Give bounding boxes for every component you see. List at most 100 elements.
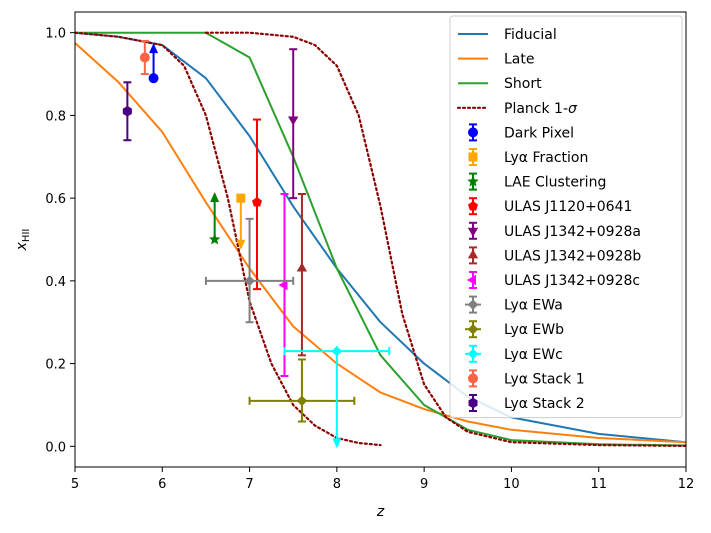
marker-circle — [148, 73, 159, 84]
plot-frame — [74, 11, 687, 468]
legend-marker-circle — [468, 373, 478, 384]
data-point-ulas-j1120-0641 — [252, 118, 262, 291]
legend-label: ULAS J1342+0928b — [504, 248, 641, 264]
legend-entry-late: Late — [458, 52, 534, 68]
legend-label: Late — [504, 52, 534, 68]
legend-entry-ly-fraction: Lyα Fraction — [468, 148, 588, 166]
legend: Fiducial Late Short Planck 1-σ Dark Pixel Lyα… — [449, 15, 683, 419]
legend-marker-triangle-up — [467, 249, 479, 259]
legend-label: Lyα EWa — [504, 298, 563, 314]
legend-marker-circle — [468, 127, 478, 138]
marker-hexagon — [122, 106, 132, 117]
legend-entry-ulas-j1342-0928c: ULAS J1342+0928c — [467, 271, 640, 289]
legend-label: Lyα Stack 1 — [504, 371, 585, 387]
arrow-down-icon — [236, 239, 246, 250]
legend-marker-pentagon — [468, 201, 478, 211]
legend-entry-ly-ewb: Lyα EWb — [465, 320, 564, 339]
x-tick-label: 10 — [503, 477, 520, 492]
data-point-ly-ewa — [204, 217, 295, 324]
marker-circle — [139, 52, 150, 63]
legend-label: Planck 1-σ — [504, 101, 578, 117]
legend-entry-ly-ewc: Lyα EWc — [465, 344, 563, 363]
legend-label: Lyα Stack 2 — [504, 396, 585, 412]
marker-star — [209, 233, 221, 245]
data-point-lae-clustering — [209, 192, 221, 245]
x-tick-label: 5 — [71, 477, 79, 492]
legend-label: Lyα Fraction — [504, 150, 588, 166]
x-tick-label: 7 — [245, 477, 253, 492]
legend-entry-dark-pixel: Dark Pixel — [468, 123, 574, 142]
y-tick-label: 0.2 — [45, 358, 66, 373]
legend-entry-ulas-j1120-0641: ULAS J1120+0641 — [468, 197, 632, 216]
x-tick-label: 12 — [678, 477, 695, 492]
legend-entry-ly-stack-1: Lyα Stack 1 — [468, 369, 585, 388]
data-point-ly-stack-1 — [139, 39, 150, 76]
series-line-planck-1-upper — [204, 31, 686, 447]
legend-marker-diamond — [467, 324, 479, 335]
legend-entry-planck-1: Planck 1-σ — [456, 101, 578, 117]
legend-marker-diamond — [467, 348, 479, 360]
data-point-ly-ewb — [248, 358, 356, 423]
marker-diamond — [296, 395, 308, 407]
legend-label-main: Planck 1- — [504, 101, 568, 117]
marker-diamond — [331, 345, 343, 357]
series-line-planck-1 — [75, 31, 382, 447]
series-line-short — [75, 31, 686, 447]
legend-entry-ulas-j1342-0928a: ULAS J1342+0928a — [467, 221, 641, 240]
data-point-ly-ewc — [283, 345, 391, 449]
y-tick-label: 0.0 — [45, 440, 66, 455]
observation-points — [122, 39, 391, 449]
marker-diamond — [244, 275, 255, 287]
data-point-dark-pixel — [148, 43, 159, 84]
legend-label: Dark Pixel — [504, 125, 574, 141]
legend-label: ULAS J1120+0641 — [504, 199, 632, 215]
y-tick-label: 0.6 — [45, 192, 66, 207]
legend-marker-triangle-down — [467, 227, 479, 237]
legend-marker-star — [467, 175, 479, 187]
x-axis-label: z — [376, 504, 385, 520]
y-tick-label: 0.4 — [45, 275, 66, 290]
marker-pentagon — [252, 197, 262, 207]
arrow-up-icon — [149, 43, 159, 54]
y-axis-label-main: x — [14, 241, 30, 251]
data-point-ulas-j1342-0928b — [296, 193, 308, 357]
legend-entry-ly-stack-2: Lyα Stack 2 — [468, 394, 585, 412]
arrow-up-icon — [210, 192, 220, 202]
legend-entry-fiducial: Fiducial — [458, 27, 557, 43]
legend-marker-hexagon — [468, 397, 478, 409]
legend-marker-diamond — [467, 299, 479, 310]
legend-entry-short: Short — [458, 76, 542, 92]
legend-label: Fiducial — [504, 27, 557, 43]
legend-entry-ulas-j1342-0928b: ULAS J1342+0928b — [467, 246, 641, 265]
x-tick-label: 11 — [590, 477, 607, 492]
data-point-ulas-j1342-0928a — [288, 48, 299, 200]
legend-entry-lae-clustering: LAE Clustering — [467, 172, 606, 191]
x-tick-label: 8 — [333, 477, 341, 492]
data-point-ly-stack-2 — [122, 81, 132, 142]
legend-marker-triangle-left — [467, 274, 476, 286]
legend-label: ULAS J1342+0928c — [504, 273, 640, 289]
x-tick-label: 6 — [158, 477, 166, 492]
legend-label: Short — [504, 76, 542, 92]
legend-label: ULAS J1342+0928a — [504, 224, 641, 240]
legend-label: Lyα EWb — [504, 322, 564, 338]
y-tick-label: 0.8 — [45, 109, 66, 124]
legend-label: Lyα EWc — [504, 347, 563, 363]
axis-ticks: 5 6 7 8 9 10 11 12 0.0 0.2 0.4 0.6 0.8 1.0 — [45, 27, 694, 492]
marker-triangle-down — [288, 116, 299, 126]
marker-triangle-up — [296, 262, 308, 272]
y-tick-label: 1.0 — [45, 27, 66, 42]
legend-box — [449, 15, 683, 419]
legend-label-sigma: σ — [568, 101, 578, 117]
legend-marker-square — [468, 152, 478, 162]
data-point-ulas-j1342-0928c — [278, 193, 289, 377]
y-axis-label: xHII — [14, 229, 32, 252]
marker-triangle-left — [278, 279, 288, 291]
legend-label: LAE Clustering — [504, 175, 606, 191]
data-point-ly-fraction — [236, 193, 246, 250]
legend-entry-ly-ewa: Lyα EWa — [465, 295, 563, 314]
marker-square — [236, 193, 246, 203]
y-axis-label-subscript: HII — [21, 229, 32, 242]
arrow-down-icon — [332, 438, 342, 449]
